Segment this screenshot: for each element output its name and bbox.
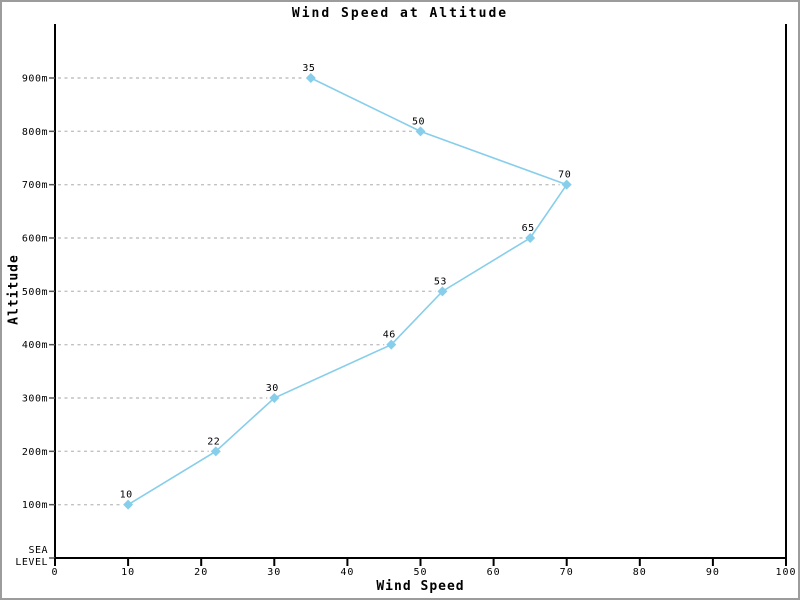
data-point-marker xyxy=(437,286,448,297)
data-point-label: 65 xyxy=(522,223,535,234)
x-tick-label: 50 xyxy=(413,567,427,578)
data-point-label: 30 xyxy=(266,383,279,394)
x-tick-label: 10 xyxy=(121,567,135,578)
chart-title: Wind Speed at Altitude xyxy=(291,6,509,21)
data-point-label: 35 xyxy=(302,63,315,74)
data-point-label: 53 xyxy=(434,276,447,287)
y-tick-label: 100m xyxy=(22,500,48,511)
data-point-label: 46 xyxy=(383,330,396,341)
data-point-label: 22 xyxy=(207,436,220,447)
x-tick-label: 60 xyxy=(487,567,501,578)
data-point-marker xyxy=(386,339,397,350)
y-tick-label: 800m xyxy=(22,127,48,138)
data-point-marker xyxy=(525,233,536,243)
data-point-label: 70 xyxy=(558,170,571,181)
data-point-marker xyxy=(305,73,316,83)
sea-level-label: LEVEL xyxy=(15,557,48,568)
y-axis-title: Altitude xyxy=(6,254,22,325)
data-point-marker xyxy=(123,499,134,510)
y-tick-label: 500m xyxy=(22,287,48,298)
x-tick-label: 40 xyxy=(340,567,354,578)
x-tick-label: 30 xyxy=(267,567,281,578)
wind-speed-line xyxy=(127,77,568,506)
y-tick-label: 200m xyxy=(22,447,48,458)
data-point-label: 10 xyxy=(120,490,133,501)
y-tick-label: 900m xyxy=(22,74,48,85)
x-tick-label: 0 xyxy=(51,567,58,578)
y-tick-label: 300m xyxy=(22,394,48,405)
data-point-marker xyxy=(269,393,280,403)
data-point-marker xyxy=(561,179,572,190)
x-tick-label: 90 xyxy=(706,567,720,578)
x-tick-label: 100 xyxy=(775,567,796,578)
x-tick-label: 20 xyxy=(194,567,208,578)
y-tick-label: 700m xyxy=(22,180,48,191)
x-tick-label: 70 xyxy=(560,567,574,578)
y-tick-label: 400m xyxy=(22,340,48,351)
data-point-label: 50 xyxy=(412,116,425,127)
data-point-marker xyxy=(210,446,221,457)
y-tick-label: 600m xyxy=(22,234,48,245)
x-tick-label: 80 xyxy=(633,567,647,578)
x-axis-title: Wind Speed xyxy=(376,579,465,594)
sea-level-label: SEA xyxy=(28,545,48,556)
data-point-marker xyxy=(415,126,426,137)
